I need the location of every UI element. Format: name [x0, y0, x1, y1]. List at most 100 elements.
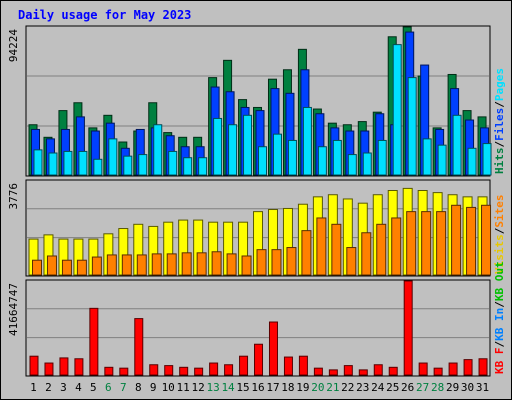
bar-kb-f-day-14 [224, 364, 234, 376]
x-tick-label-day-11: 11 [177, 381, 190, 394]
legend-1: Hits/Files/Pages [493, 68, 506, 174]
bar-pages-day-31 [482, 143, 492, 176]
bar-pages-day-6 [108, 138, 118, 176]
bar-sites-day-26 [406, 211, 417, 276]
bar-sites-day-30 [466, 206, 477, 276]
legend-text-3: KB F/KB In/KB Out [493, 261, 506, 374]
bar-pages-day-3 [63, 150, 73, 176]
bar-pages-day-4 [78, 150, 88, 176]
bar-sites-day-6 [106, 254, 117, 276]
bar-pages-day-26 [407, 77, 417, 176]
bar-pages-day-9 [153, 124, 163, 176]
bar-kb-f-day-9 [149, 364, 159, 376]
bar-sites-day-15 [241, 255, 252, 276]
x-tick-label-day-18: 18 [281, 381, 294, 394]
x-tick-label-day-2: 2 [45, 381, 52, 394]
chart-title: Daily usage for May 2023 [18, 8, 191, 22]
x-tick-label-day-1: 1 [30, 381, 37, 394]
bar-pages-day-5 [93, 158, 103, 176]
bar-sites-day-31 [481, 204, 492, 276]
x-tick-label-day-19: 19 [296, 381, 309, 394]
legend-entry-2-1: / [493, 227, 506, 234]
bar-kb-f-day-5 [89, 307, 99, 376]
legend-text-1: Hits/Files/Pages [493, 68, 506, 174]
bar-kb-f-day-22 [343, 365, 353, 376]
legend-entry-2-2: Sites [493, 195, 506, 228]
legend-entry-1-0: Hits [493, 148, 506, 175]
y-tick-label-3: 41664747 [7, 283, 20, 336]
bar-sites-day-5 [91, 256, 102, 276]
bar-kb-f-day-19 [298, 355, 308, 376]
bar-sites-day-11 [181, 252, 192, 276]
bar-sites-day-12 [196, 252, 207, 276]
bar-pages-day-12 [198, 157, 208, 176]
bar-sites-day-29 [451, 204, 462, 276]
bar-kb-f-day-16 [254, 343, 264, 376]
bar-sites-day-23 [361, 232, 372, 276]
bar-pages-day-17 [272, 133, 282, 176]
bar-pages-day-30 [467, 147, 477, 176]
bar-pages-day-11 [183, 157, 193, 176]
bar-sites-day-14 [226, 253, 237, 276]
bar-sites-day-3 [61, 259, 72, 276]
bar-kb-f-day-7 [119, 367, 129, 376]
bar-sites-day-20 [316, 217, 327, 276]
bar-sites-day-19 [301, 230, 312, 276]
bar-kb-f-day-21 [328, 369, 338, 376]
x-tick-label-day-26: 26 [401, 381, 414, 394]
bar-kb-f-day-20 [313, 367, 323, 376]
x-tick-label-day-4: 4 [75, 381, 82, 394]
bar-sites-day-18 [286, 247, 297, 276]
bar-kb-f-day-13 [209, 362, 219, 376]
bar-pages-day-27 [422, 138, 432, 176]
bar-kb-f-day-2 [44, 362, 54, 376]
bar-pages-day-7 [123, 155, 133, 176]
bar-pages-day-14 [228, 124, 238, 176]
x-tick-label-day-3: 3 [60, 381, 67, 394]
y-tick-label-1: 94224 [7, 29, 20, 62]
bar-kb-f-day-17 [268, 321, 278, 376]
bar-pages-day-15 [243, 114, 253, 176]
x-tick-label-day-9: 9 [150, 381, 157, 394]
bar-pages-day-20 [317, 146, 327, 176]
x-tick-label-day-21: 21 [326, 381, 339, 394]
bar-kb-f-day-28 [433, 367, 443, 376]
x-tick-label-day-6: 6 [105, 381, 112, 394]
bar-sites-day-24 [376, 223, 387, 276]
bar-pages-day-29 [452, 114, 462, 176]
bar-sites-day-9 [151, 253, 162, 276]
legend-entry-3-4: KB Out [493, 261, 506, 301]
bar-pages-day-24 [377, 139, 387, 176]
bar-pages-day-22 [347, 154, 357, 176]
bar-sites-day-17 [271, 249, 282, 276]
legend-2: Visits/Sites [493, 195, 506, 275]
x-tick-label-day-14: 14 [221, 381, 235, 394]
bar-pages-day-18 [287, 139, 297, 176]
bar-sites-day-8 [136, 254, 147, 276]
legend-3: KB F/KB In/KB Out [493, 261, 506, 374]
bar-pages-day-21 [332, 139, 342, 176]
bar-sites-day-28 [436, 211, 447, 276]
bar-kb-f-day-6 [104, 366, 114, 376]
x-tick-label-day-5: 5 [90, 381, 97, 394]
bar-pages-day-8 [138, 154, 148, 176]
legend-entry-1-1: / [493, 141, 506, 148]
x-tick-label-day-8: 8 [135, 381, 142, 394]
x-tick-label-day-16: 16 [251, 381, 264, 394]
bar-sites-day-13 [211, 251, 222, 276]
legend-entry-3-3: / [493, 301, 506, 308]
bar-sites-day-21 [331, 223, 342, 276]
bar-sites-day-16 [256, 249, 267, 276]
x-tick-label-day-17: 17 [266, 381, 279, 394]
bar-kb-f-day-8 [134, 318, 144, 376]
bar-pages-day-25 [392, 44, 402, 176]
y-tick-label-2: 3776 [7, 183, 20, 210]
bar-kb-f-day-3 [59, 357, 69, 376]
x-tick-label-day-27: 27 [416, 381, 429, 394]
bar-kb-f-day-1 [29, 355, 39, 376]
legend-entry-3-0: KB F [493, 348, 506, 375]
bar-kb-f-day-25 [388, 366, 398, 376]
bar-kb-f-day-10 [164, 365, 174, 376]
x-tick-label-day-24: 24 [371, 381, 385, 394]
bar-kb-f-day-24 [373, 364, 383, 376]
